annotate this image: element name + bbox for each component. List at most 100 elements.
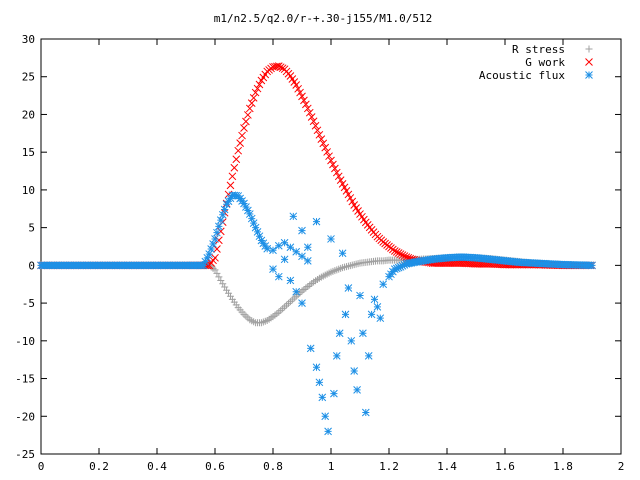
data-point	[221, 283, 229, 291]
x-tick-label: 0	[38, 460, 45, 473]
data-point	[340, 183, 349, 192]
x-tick-label: 1.8	[553, 460, 573, 473]
data-point	[247, 214, 256, 223]
data-point	[336, 176, 345, 184]
y-tick-label: 5	[28, 222, 35, 235]
data-point	[364, 352, 373, 360]
data-point	[280, 255, 289, 264]
data-point	[255, 80, 264, 89]
data-point	[296, 88, 304, 97]
legend-label: R stress	[512, 43, 565, 56]
data-point	[303, 243, 312, 252]
data-point	[274, 272, 283, 281]
data-point	[324, 427, 332, 436]
data-point	[334, 172, 343, 181]
data-point	[309, 117, 318, 126]
data-point	[242, 312, 250, 320]
data-point	[346, 262, 354, 270]
data-point	[292, 81, 301, 89]
data-point	[232, 155, 241, 164]
data-point	[251, 88, 260, 97]
data-point	[275, 308, 283, 316]
y-tick-label: -20	[15, 410, 35, 423]
data-point	[342, 263, 350, 271]
data-point	[215, 273, 223, 281]
data-point	[286, 276, 295, 285]
data-point	[392, 264, 401, 273]
data-point	[253, 228, 262, 236]
data-point	[281, 303, 289, 311]
data-point	[230, 163, 239, 172]
data-point	[298, 226, 306, 235]
data-point	[312, 363, 321, 372]
data-point	[302, 100, 310, 109]
x-tick-label: 2	[618, 460, 625, 473]
data-point	[352, 260, 360, 268]
x-tick-label: 1.4	[437, 460, 457, 473]
data-point	[588, 261, 596, 270]
data-point	[242, 203, 250, 211]
data-point	[305, 108, 314, 117]
data-point	[325, 152, 333, 161]
x-tick-label: 1	[328, 460, 335, 473]
data-point	[348, 261, 356, 269]
data-point	[226, 181, 235, 190]
data-point	[394, 249, 403, 257]
data-point	[341, 310, 350, 319]
data-point	[313, 126, 322, 135]
data-point	[348, 197, 357, 206]
data-point	[209, 240, 217, 248]
data-point	[249, 94, 258, 102]
data-point	[398, 262, 407, 270]
data-point	[396, 263, 405, 271]
data-point	[244, 206, 252, 215]
data-point	[218, 210, 227, 219]
data-point	[344, 262, 352, 270]
data-point	[307, 113, 316, 121]
data-point	[303, 256, 312, 265]
data-point	[331, 164, 339, 173]
data-point	[347, 336, 356, 345]
data-point	[213, 228, 221, 237]
data-point	[226, 194, 235, 203]
x-tick-label: 0.8	[263, 460, 283, 473]
y-tick-label: -10	[15, 335, 35, 348]
data-point	[304, 282, 312, 290]
data-point	[396, 250, 405, 258]
data-point	[379, 280, 388, 289]
data-point	[205, 250, 214, 258]
data-point	[294, 84, 302, 93]
data-point	[251, 223, 260, 232]
data-point	[286, 243, 295, 252]
data-point	[290, 294, 298, 302]
data-point	[350, 367, 359, 375]
data-point	[245, 104, 254, 113]
data-point	[201, 257, 210, 266]
data-point	[312, 217, 321, 226]
legend-marker	[585, 45, 593, 53]
plot-frame	[40, 38, 622, 455]
data-point	[216, 216, 225, 224]
data-point	[350, 261, 358, 269]
data-point	[338, 180, 347, 188]
y-tick-label: -25	[15, 448, 35, 461]
data-point	[319, 139, 328, 148]
data-point	[234, 146, 243, 155]
data-point	[318, 393, 327, 402]
y-tick-label: 30	[22, 33, 35, 46]
data-point	[390, 247, 399, 255]
data-point	[223, 286, 231, 294]
data-point	[261, 242, 270, 250]
data-point	[300, 286, 308, 294]
series-g-work	[37, 62, 596, 270]
data-point	[356, 291, 364, 300]
data-point	[298, 299, 306, 307]
data-point	[354, 260, 362, 268]
data-point	[394, 263, 403, 272]
data-point	[219, 280, 227, 288]
data-point	[213, 269, 221, 277]
data-point	[289, 212, 298, 221]
x-tick-label: 0.2	[89, 460, 109, 473]
